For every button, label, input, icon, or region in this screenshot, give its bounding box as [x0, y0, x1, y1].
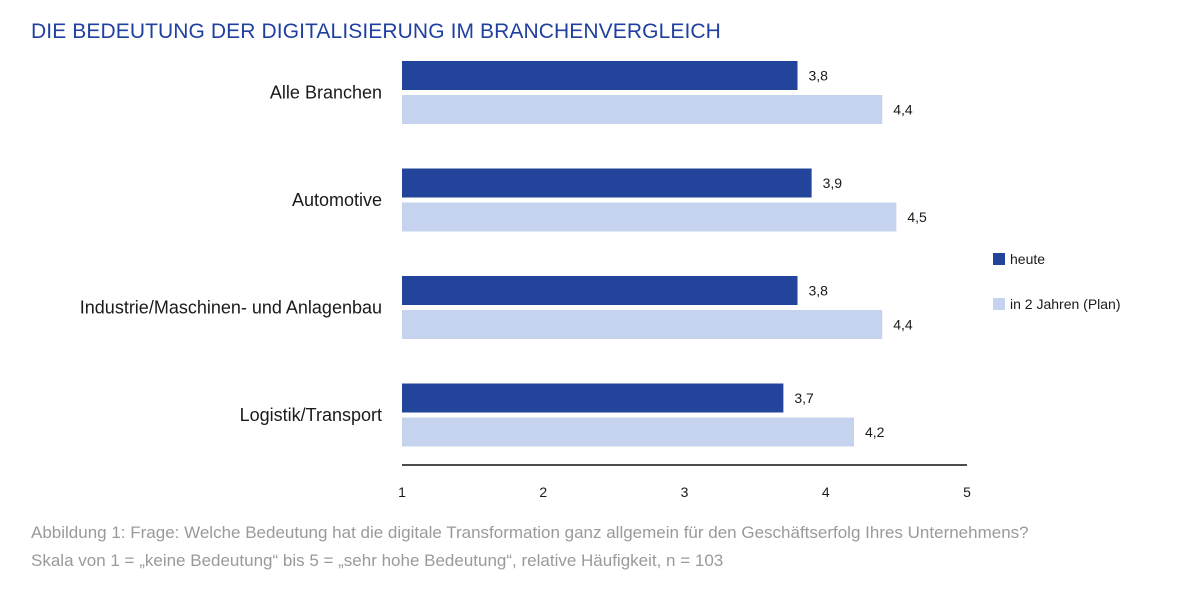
- legend-label: in 2 Jahren (Plan): [1010, 296, 1121, 312]
- bar-plan: [402, 202, 897, 232]
- x-tick-label: 3: [681, 484, 689, 500]
- x-tick-label: 1: [398, 484, 406, 500]
- data-label: 4,5: [907, 209, 927, 225]
- bar-plan: [402, 417, 854, 447]
- category-label: Industrie/Maschinen- und Anlagenbau: [80, 298, 382, 318]
- bar-heute: [402, 168, 812, 198]
- caption-line-2: Skala von 1 = „keine Bedeutung“ bis 5 = …: [31, 551, 724, 570]
- legend-swatch-heute: [993, 253, 1005, 265]
- figure-caption: Abbildung 1: Frage: Welche Bedeutung hat…: [31, 519, 1029, 575]
- data-label: 4,2: [865, 424, 885, 440]
- bar-chart: Alle Branchen 3,8 4,4 Automotive 3,9 4,5 Indus…: [80, 61, 1121, 500]
- bar-plan: [402, 95, 883, 124]
- x-tick-label: 4: [822, 484, 830, 500]
- data-label: 3,9: [823, 175, 843, 191]
- category-label: Logistik/Transport: [240, 405, 382, 425]
- legend-label: heute: [1010, 251, 1045, 267]
- legend-swatch-plan: [993, 298, 1005, 310]
- caption-line-1: Abbildung 1: Frage: Welche Bedeutung hat…: [31, 523, 1029, 542]
- x-tick-label: 5: [963, 484, 971, 500]
- chart-title: DIE BEDEUTUNG DER DIGITALISIERUNG IM BRA…: [31, 20, 721, 43]
- bar-heute: [402, 383, 784, 413]
- bar-heute: [402, 61, 798, 90]
- data-label: 3,8: [809, 68, 829, 84]
- category-label: Alle Branchen: [270, 83, 382, 103]
- category-label: Automotive: [292, 190, 382, 210]
- x-tick-label: 2: [539, 484, 547, 500]
- data-label: 3,7: [794, 390, 814, 406]
- data-label: 4,4: [893, 102, 913, 118]
- bar-heute: [402, 276, 798, 305]
- data-label: 3,8: [809, 283, 829, 299]
- data-label: 4,4: [893, 317, 913, 333]
- bar-plan: [402, 310, 883, 339]
